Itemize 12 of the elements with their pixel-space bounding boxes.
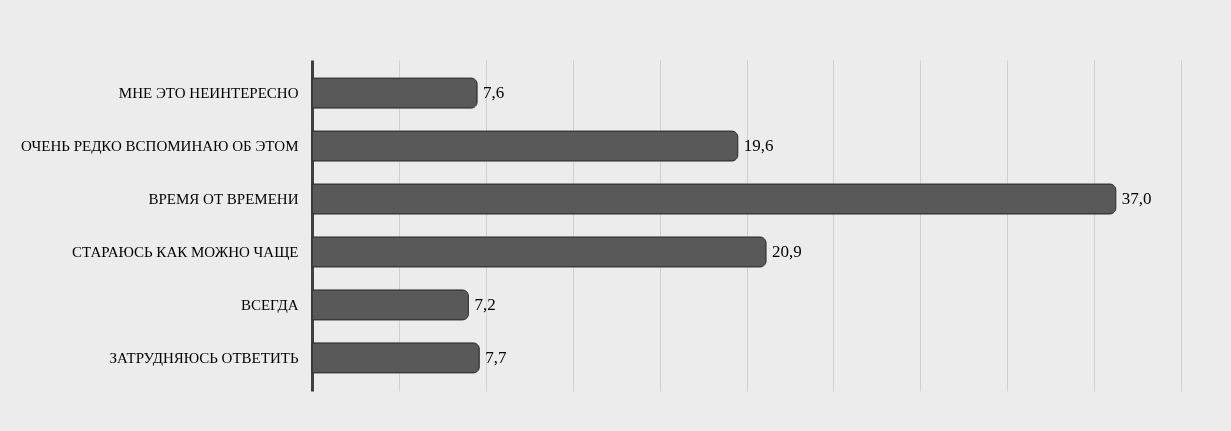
y-tick-label: ВРЕМЯ ОТ ВРЕМЕНИ — [148, 191, 299, 208]
y-tick-label: СТАРАЮСЬ КАК МОЖНО ЧАЩЕ — [72, 243, 299, 260]
y-tick-label: ВСЕГДА — [240, 296, 299, 313]
data-label: 20,9 — [772, 241, 802, 261]
y-tick-label: ОЧЕНЬ РЕДКО ВСПОМИНАЮ ОБ ЭТОМ — [21, 138, 299, 155]
data-label: 37,0 — [1121, 189, 1152, 209]
data-label: 19,6 — [743, 136, 774, 156]
y-tick-label: ЗАТРУДНЯЮСЬ ОТВЕТИТЬ — [109, 349, 299, 366]
y-tick-label: МНЕ ЭТО НЕИНТЕРЕСНО — [118, 85, 299, 102]
data-label: 7,6 — [483, 83, 505, 103]
data-label: 7,7 — [485, 347, 508, 367]
data-label: 7,2 — [474, 294, 496, 314]
